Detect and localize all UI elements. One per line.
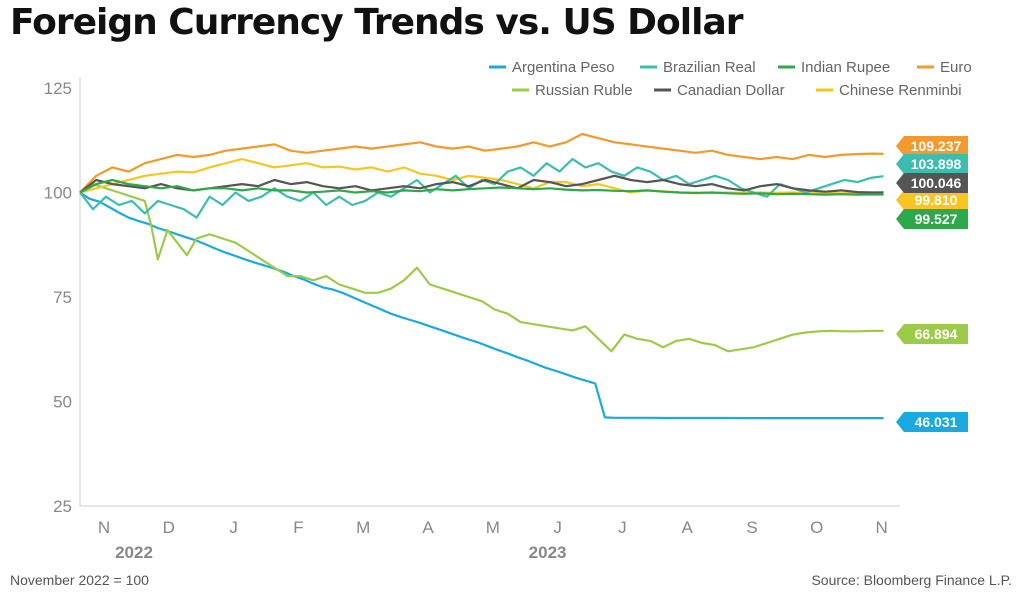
x-tick-label: N <box>875 518 887 537</box>
end-value-label: 109.237 <box>911 138 962 154</box>
end-value-label: 99.810 <box>915 192 958 208</box>
x-tick-label: D <box>163 518 175 537</box>
legend-label-euro: Euro <box>940 59 972 76</box>
legend-label-india: Indian Rupee <box>801 59 890 76</box>
legend-label-canada: Canadian Dollar <box>677 82 785 99</box>
end-value-tag-bg <box>896 209 968 229</box>
end-value-tag-bg <box>896 324 968 344</box>
legend-label-brazil: Brazilian Real <box>663 59 756 76</box>
end-value-label: 100.046 <box>911 175 962 191</box>
x-tick-label: J <box>553 518 562 537</box>
legend-label-argentina: Argentina Peso <box>512 59 615 76</box>
y-tick-label: 75 <box>53 288 72 307</box>
x-tick-label: A <box>682 518 694 537</box>
end-value-tag-india: 99.527 <box>896 209 968 229</box>
x-year-label: 2022 <box>115 543 153 562</box>
legend-label-china: Chinese Renminbi <box>839 82 962 99</box>
y-tick-label: 100 <box>44 184 72 203</box>
x-tick-label: M <box>356 518 370 537</box>
series-line-euro <box>79 132 884 194</box>
end-value-tag-canada: 100.046 <box>896 173 968 193</box>
series-line-brazil <box>79 158 884 219</box>
series-line-russia <box>79 183 884 353</box>
x-tick-label: O <box>810 518 823 537</box>
end-value-tag-bg <box>896 136 968 156</box>
x-tick-label: J <box>618 518 627 537</box>
x-tick-label: A <box>422 518 434 537</box>
x-tick-label: J <box>229 518 238 537</box>
end-value-tag-russia: 66.894 <box>896 324 968 344</box>
x-tick-label: S <box>746 518 757 537</box>
end-value-tag-bg <box>896 173 968 193</box>
series-line-argentina <box>79 191 884 420</box>
x-tick-label: N <box>98 518 110 537</box>
x-year-label: 2023 <box>529 543 567 562</box>
legend-label-russia: Russian Ruble <box>535 82 633 99</box>
y-tick-label: 125 <box>44 79 72 98</box>
x-tick-label: M <box>486 518 500 537</box>
x-tick-label: F <box>293 518 303 537</box>
y-tick-label: 25 <box>53 497 72 516</box>
end-value-tag-bg <box>896 190 968 210</box>
end-value-tag-euro: 109.237 <box>896 136 968 156</box>
end-value-label: 46.031 <box>915 414 958 430</box>
end-value-label: 66.894 <box>915 326 958 342</box>
end-value-tag-brazil: 103.898 <box>896 154 968 174</box>
end-value-tag-bg <box>896 412 968 432</box>
end-value-tag-bg <box>896 154 968 174</box>
source-note: Source: Bloomberg Finance L.P. <box>811 572 1012 588</box>
y-tick-label: 50 <box>53 393 72 412</box>
end-value-tag-china: 99.810 <box>896 190 968 210</box>
baseline-note: November 2022 = 100 <box>10 572 149 588</box>
series-line-india <box>79 178 884 196</box>
end-value-label: 103.898 <box>911 156 962 172</box>
end-value-label: 99.527 <box>915 211 958 227</box>
end-value-tag-argentina: 46.031 <box>896 412 968 432</box>
chart-title: Foreign Currency Trends vs. US Dollar <box>10 2 744 43</box>
